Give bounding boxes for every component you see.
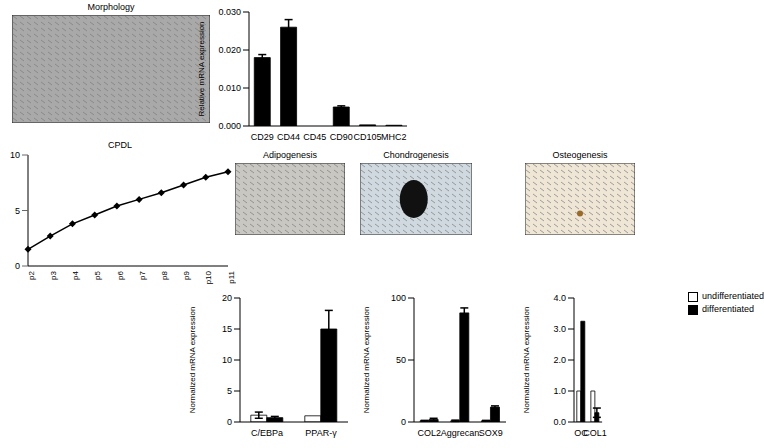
- html-text:Osteogenesis: Osteogenesis: [552, 150, 608, 160]
- html-text:undifferentiated: undifferentiated: [702, 291, 764, 301]
- html-text:CPDL: CPDL: [108, 140, 132, 150]
- svg-text:5: 5: [15, 206, 20, 216]
- svg-text:MHC2: MHC2: [381, 132, 407, 142]
- svg-text:CD44: CD44: [277, 132, 300, 142]
- svg-text:COL2: COL2: [418, 428, 442, 438]
- svg-text:p8: p8: [160, 270, 169, 279]
- svg-text:0.030: 0.030: [218, 7, 241, 17]
- svg-text:4.0: 4.0: [553, 293, 566, 303]
- html-text:Morphology: Morphology: [87, 2, 135, 12]
- html-text:differentiated: differentiated: [702, 304, 754, 314]
- html-text:Adipogenesis: Adipogenesis: [263, 150, 317, 160]
- svg-text:10: 10: [222, 355, 232, 365]
- svg-text:Relative mRNA expression: Relative mRNA expression: [197, 21, 206, 116]
- svg-text:20: 20: [222, 293, 232, 303]
- svg-text:p2: p2: [27, 270, 36, 279]
- svg-text:0: 0: [401, 417, 406, 427]
- svg-text:CD90: CD90: [330, 132, 353, 142]
- svg-text:p10: p10: [204, 270, 213, 284]
- svg-text:0.020: 0.020: [218, 45, 241, 55]
- svg-text:CD45: CD45: [303, 132, 326, 142]
- svg-text:Aggrecan: Aggrecan: [441, 428, 480, 438]
- svg-text:0: 0: [227, 417, 232, 427]
- svg-text:50: 50: [396, 355, 406, 365]
- svg-text:5: 5: [227, 386, 232, 396]
- svg-text:COL1: COL1: [583, 428, 607, 438]
- svg-text:p7: p7: [138, 270, 147, 279]
- svg-text:0.000: 0.000: [218, 121, 241, 131]
- svg-text:3.0: 3.0: [553, 324, 566, 334]
- svg-text:p5: p5: [93, 270, 102, 279]
- svg-text:15: 15: [222, 324, 232, 334]
- svg-text:1.0: 1.0: [553, 386, 566, 396]
- svg-text:PPAR-γ: PPAR-γ: [305, 428, 337, 438]
- svg-text:Normalized mRNA expression: Normalized mRNA expression: [188, 307, 197, 414]
- svg-text:CD29: CD29: [251, 132, 274, 142]
- svg-text:C/EBPa: C/EBPa: [251, 428, 283, 438]
- svg-text:Normalized mRNA expression: Normalized mRNA expression: [362, 307, 371, 414]
- svg-text:p3: p3: [49, 270, 58, 279]
- svg-text:SOX9: SOX9: [479, 428, 503, 438]
- svg-text:p6: p6: [116, 270, 125, 279]
- svg-text:0: 0: [15, 261, 20, 271]
- svg-text:OC: OC: [574, 428, 588, 439]
- svg-text:0.010: 0.010: [218, 83, 241, 93]
- svg-text:p11: p11: [227, 270, 236, 283]
- svg-text:CD105: CD105: [353, 132, 381, 142]
- svg-text:Normalized mRNA expression: Normalized mRNA expression: [522, 307, 531, 414]
- svg-text:2.0: 2.0: [553, 355, 566, 365]
- html-text:Chondrogenesis: Chondrogenesis: [383, 150, 449, 160]
- svg-text:100: 100: [391, 293, 406, 303]
- svg-text:p4: p4: [71, 270, 80, 279]
- svg-text:0.0: 0.0: [553, 417, 566, 427]
- svg-text:10: 10: [10, 150, 20, 160]
- svg-text:p9: p9: [182, 270, 191, 279]
